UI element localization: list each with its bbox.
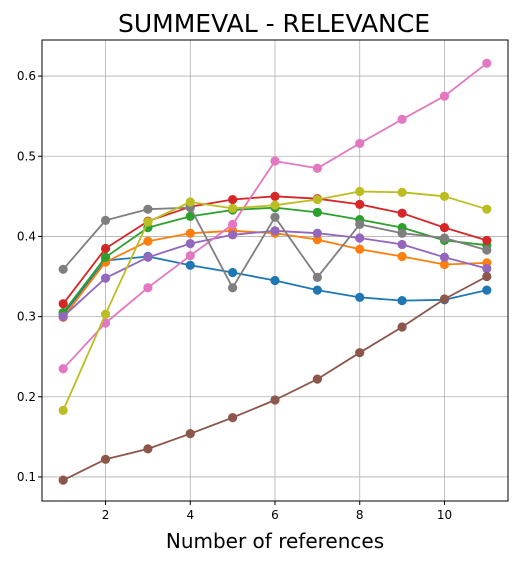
data-point <box>143 444 153 454</box>
data-point <box>100 309 111 319</box>
data-point <box>439 223 450 233</box>
data-point <box>143 217 153 227</box>
data-point <box>185 197 195 207</box>
y-tick-label: 0.6 <box>17 69 36 83</box>
y-tick-label: 0.2 <box>17 390 36 404</box>
data-point <box>312 235 322 245</box>
data-point <box>143 283 153 293</box>
data-point <box>228 219 238 229</box>
data-point <box>355 244 365 254</box>
x-tick-label: 4 <box>186 508 194 522</box>
data-point <box>228 194 238 205</box>
data-point <box>397 228 407 238</box>
data-point <box>355 292 365 302</box>
y-tick-label: 0.5 <box>17 149 36 163</box>
data-point <box>439 294 450 304</box>
data-point <box>482 271 492 282</box>
data-point <box>185 228 195 238</box>
data-point <box>397 322 407 332</box>
data-point <box>397 239 407 250</box>
data-point <box>397 295 407 306</box>
data-point <box>482 235 492 246</box>
data-point <box>270 226 280 236</box>
data-point <box>397 187 407 197</box>
data-point <box>355 348 365 358</box>
data-point <box>355 186 365 197</box>
data-point <box>439 191 450 201</box>
data-point <box>355 138 365 149</box>
series-5 <box>58 226 492 322</box>
data-point <box>439 233 450 243</box>
data-point <box>397 208 407 218</box>
data-point <box>397 114 407 124</box>
data-point <box>100 243 111 254</box>
data-point <box>482 285 492 295</box>
data-point <box>58 312 68 322</box>
y-tick-label: 0.4 <box>17 229 36 243</box>
data-point <box>439 252 450 262</box>
data-point <box>312 163 322 173</box>
data-point <box>143 252 153 262</box>
data-point <box>482 263 492 274</box>
data-point <box>270 275 280 286</box>
data-point <box>58 299 68 309</box>
data-point <box>185 260 195 270</box>
series-8 <box>58 202 492 293</box>
data-point <box>100 252 111 262</box>
chart-title: SUMMEVAL - RELEVANCE <box>118 9 430 38</box>
data-point <box>58 364 68 374</box>
series-layer <box>58 58 492 485</box>
y-tick-label: 0.3 <box>17 310 36 324</box>
data-point <box>143 204 153 214</box>
data-point <box>482 245 492 255</box>
data-point <box>185 211 195 221</box>
data-point <box>100 454 111 464</box>
data-point <box>228 230 238 240</box>
series-9 <box>58 186 492 416</box>
data-point <box>185 251 195 261</box>
data-point <box>397 251 407 262</box>
series-7 <box>58 58 492 374</box>
x-tick-label: 2 <box>102 508 110 522</box>
data-point <box>312 207 322 217</box>
x-tick-label: 6 <box>271 508 279 522</box>
data-point <box>100 273 111 283</box>
x-tick-label: 10 <box>437 508 452 522</box>
data-point <box>270 200 280 210</box>
y-tick-label: 0.1 <box>17 470 36 484</box>
grid <box>42 40 508 501</box>
data-point <box>143 236 153 246</box>
data-point <box>312 194 322 205</box>
data-point <box>228 283 238 293</box>
data-point <box>58 264 68 274</box>
data-point <box>228 203 238 213</box>
data-point <box>185 429 195 439</box>
data-point <box>482 204 492 214</box>
data-point <box>270 212 280 222</box>
series-6 <box>58 271 492 485</box>
data-point <box>185 239 195 249</box>
ticks: 2 4 6 8 10 0.1 0.2 0.3 0.4 0.5 0.6 <box>17 69 452 522</box>
data-point <box>312 228 322 238</box>
data-point <box>228 413 238 423</box>
data-point <box>270 395 280 405</box>
data-point <box>312 374 322 384</box>
data-point <box>312 272 322 282</box>
data-point <box>228 267 238 278</box>
data-point <box>355 233 365 243</box>
data-point <box>439 259 450 270</box>
data-point <box>355 219 365 229</box>
data-point <box>355 199 365 209</box>
data-point <box>270 191 280 201</box>
data-point <box>58 475 68 485</box>
x-axis-label: Number of references <box>166 529 384 553</box>
data-point <box>482 58 492 68</box>
data-point <box>439 91 450 101</box>
data-point <box>100 215 111 225</box>
data-point <box>58 405 68 416</box>
data-point <box>312 285 322 295</box>
data-point <box>270 156 280 166</box>
x-tick-label: 8 <box>356 508 364 522</box>
